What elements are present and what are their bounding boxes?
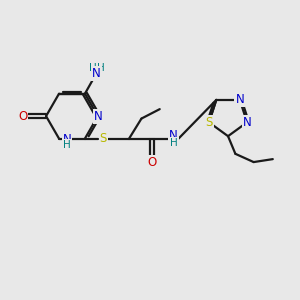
Text: N: N [92,67,101,80]
Text: S: S [100,132,107,145]
Text: N: N [94,110,102,123]
Text: N: N [63,133,71,146]
Text: O: O [147,156,157,169]
Text: N: N [243,116,252,129]
Text: S: S [205,116,213,129]
Text: H: H [63,140,70,150]
Text: N: N [236,93,244,106]
Text: O: O [18,110,27,123]
Text: H: H [97,63,104,73]
Text: N: N [169,128,178,142]
Text: H: H [170,138,178,148]
Text: H: H [89,63,97,73]
